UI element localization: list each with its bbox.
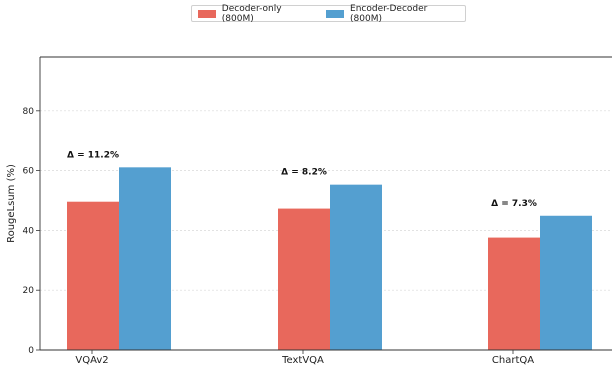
legend-swatch-encoder-decoder	[326, 9, 345, 18]
delta-annotation: Δ = 8.2%	[281, 168, 327, 178]
y-tick-label: 40	[23, 226, 35, 236]
x-tick-label: ChartQA	[492, 355, 534, 366]
y-axis-label: RougeLsum (%)	[6, 164, 17, 243]
x-tick-label: TextVQA	[281, 355, 324, 366]
x-tick-label: VQAv2	[75, 355, 108, 366]
bar-encoder-decoder	[540, 215, 592, 350]
legend-item-encoder-decoder: Encoder-Decoder (800M)	[326, 4, 455, 24]
bar-encoder-decoder	[119, 167, 171, 350]
y-tick-label: 80	[23, 107, 35, 117]
legend-item-decoder-only: Decoder-only (800M)	[198, 4, 310, 24]
bar-decoder-only	[488, 237, 540, 350]
legend-label-encoder-decoder: Encoder-Decoder (800M)	[350, 3, 428, 24]
delta-annotation: Δ = 11.2%	[67, 150, 119, 160]
delta-annotation: Δ = 7.3%	[491, 199, 537, 209]
legend-swatch-decoder-only	[198, 9, 216, 18]
bar-decoder-only	[67, 201, 119, 350]
legend-label-decoder-only: Decoder-only (800M)	[221, 3, 282, 24]
bar-decoder-only	[278, 208, 330, 350]
y-tick-label: 20	[23, 286, 35, 296]
legend: Decoder-only (800M) Encoder-Decoder (800…	[191, 4, 466, 24]
y-tick-label: 0	[28, 346, 34, 356]
y-tick-label: 60	[23, 167, 35, 177]
bar-encoder-decoder	[330, 184, 382, 350]
